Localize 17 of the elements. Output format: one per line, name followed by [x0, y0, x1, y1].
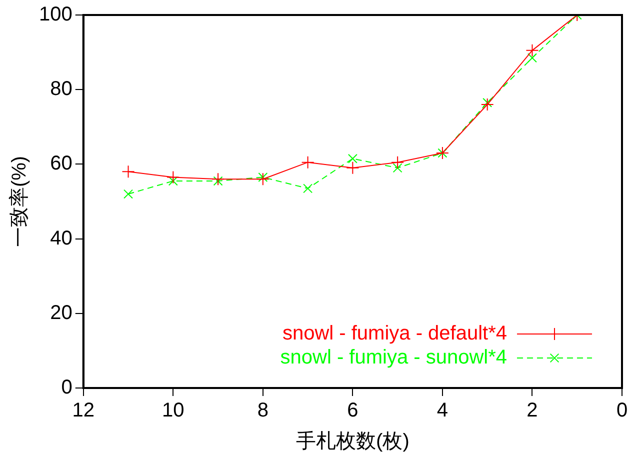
- y-tick-label: 40: [50, 227, 72, 250]
- x-tick-label: 2: [526, 400, 538, 422]
- y-axis-title: 一致率(%): [8, 156, 31, 248]
- x-axis-title: 手札枚数(枚): [296, 430, 410, 453]
- y-tick-label: 80: [50, 78, 72, 100]
- legend-label: snowl - fumiya - default*4: [282, 322, 507, 345]
- x-tick-label: 4: [436, 400, 448, 422]
- x-tick-label: 0: [616, 400, 628, 422]
- x-tick-label: 12: [72, 400, 94, 422]
- x-tick-label: 10: [162, 400, 184, 422]
- y-tick-label: 60: [50, 152, 72, 175]
- y-tick-label: 20: [50, 302, 72, 324]
- x-tick-label: 6: [347, 400, 358, 422]
- x-tick-label: 8: [257, 400, 268, 422]
- y-tick-label: 0: [61, 376, 72, 399]
- legend-label: snowl - fumiya - sunowl*4: [280, 346, 507, 369]
- y-tick-label: 100: [38, 4, 72, 26]
